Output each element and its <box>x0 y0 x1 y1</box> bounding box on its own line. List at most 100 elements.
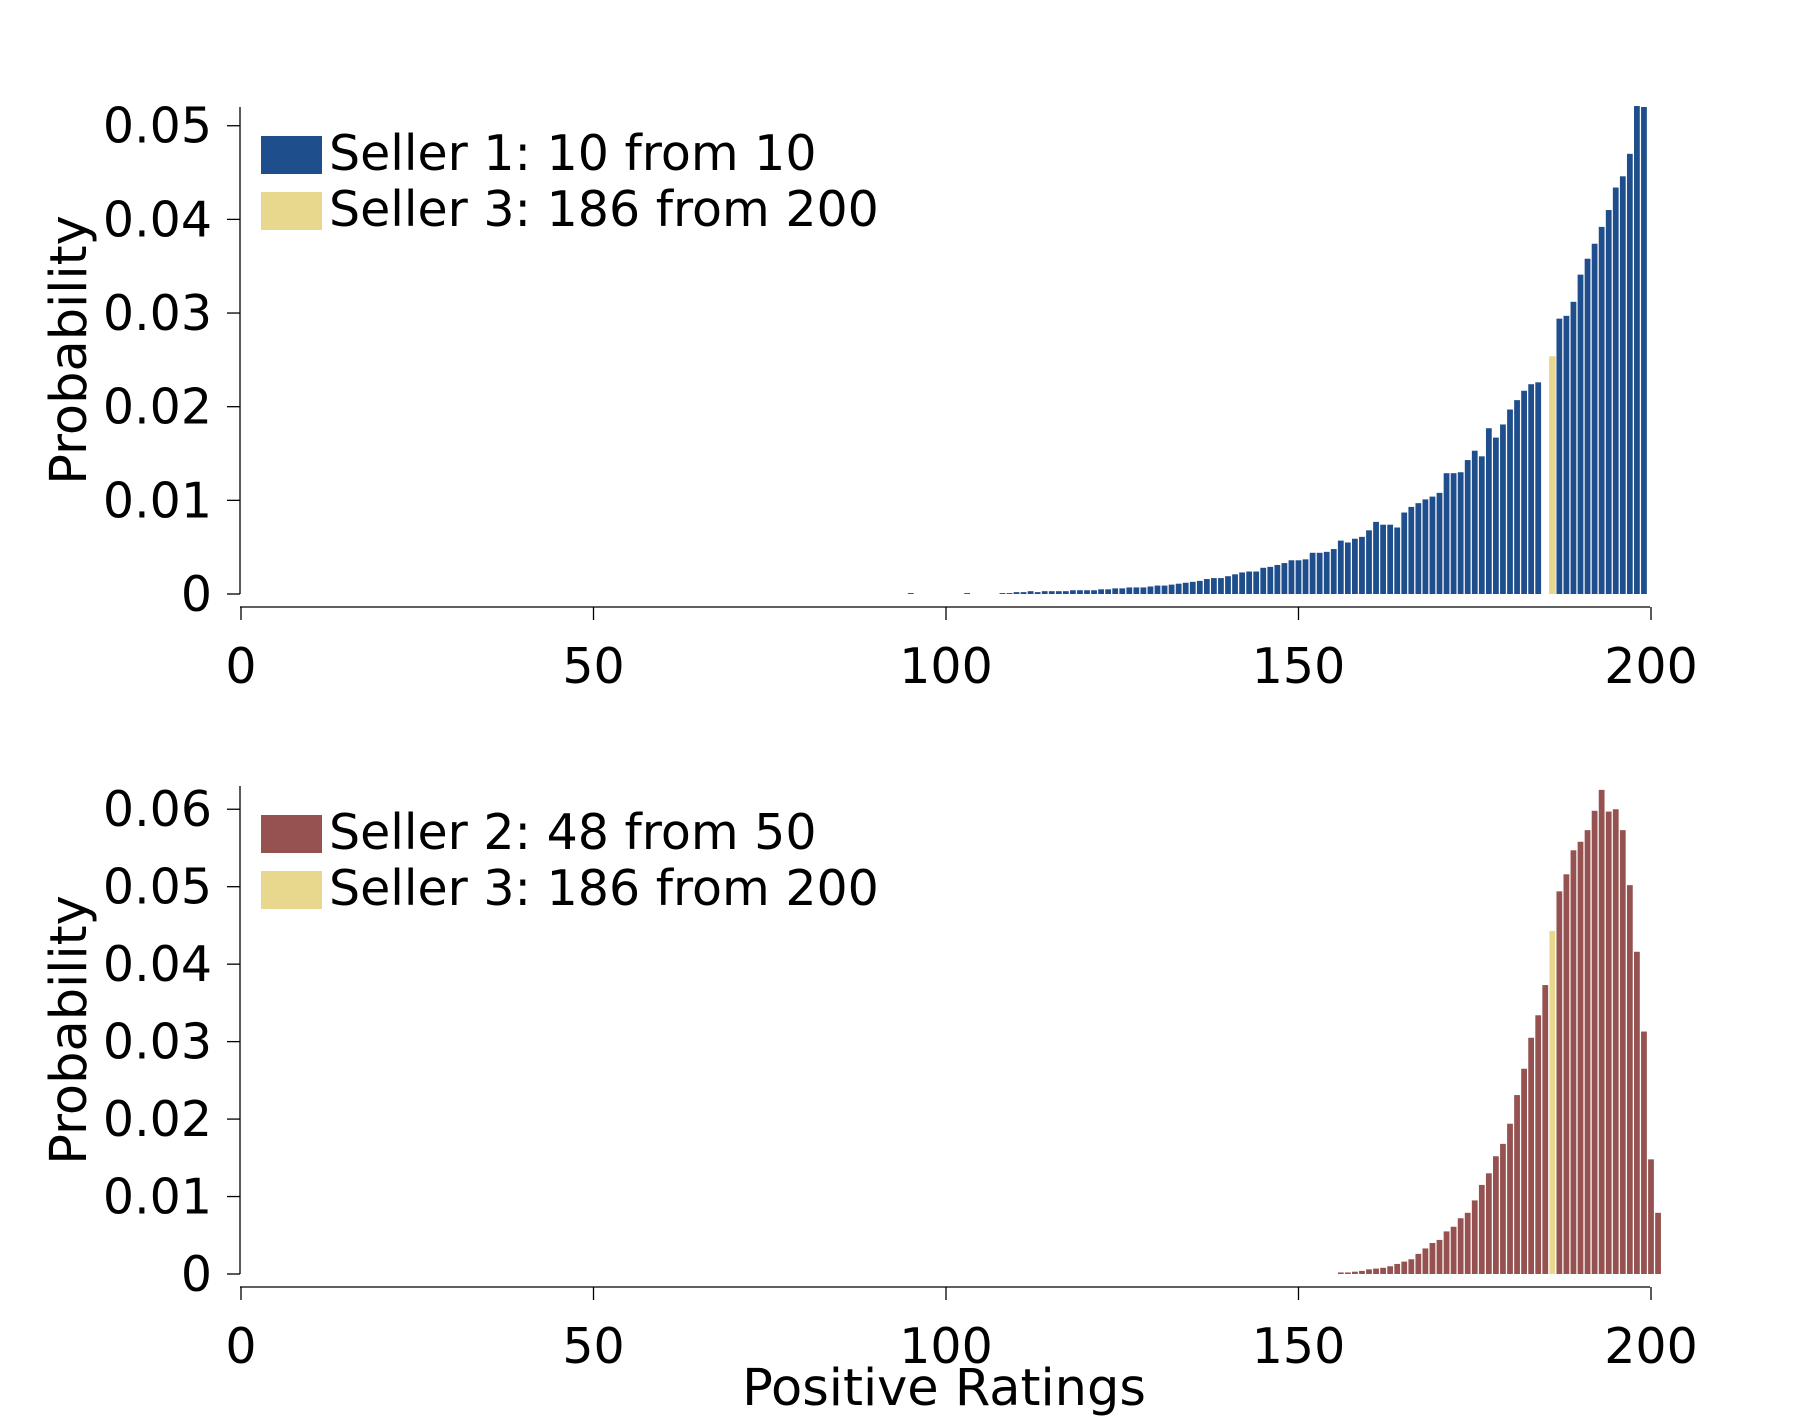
bar-bottom-s0-x189 <box>1570 850 1577 1274</box>
bar-bottom-s0-x157 <box>1344 1272 1351 1274</box>
bar-top-s0-x154 <box>1323 551 1330 594</box>
bar-bottom-s0-x172 <box>1450 1226 1457 1274</box>
bar-top-s0-x113 <box>1034 592 1041 594</box>
bar-bottom-s0-x187 <box>1556 891 1563 1274</box>
bar-bottom-s1-x186 <box>1549 930 1556 1274</box>
bar-bottom-s0-x180 <box>1507 1123 1513 1274</box>
bar-bottom-s0-x158 <box>1352 1271 1358 1274</box>
bar-top-s0-x192 <box>1591 243 1598 595</box>
bar-bottom-s0-x197 <box>1626 885 1633 1274</box>
bar-top-s0-x129 <box>1147 586 1154 594</box>
bar-bottom-s0-x198 <box>1634 951 1640 1274</box>
legend-label-seller-3-bottom: Seller 3: 186 from 200 <box>329 860 879 917</box>
legend-swatch-seller-2 <box>261 815 322 853</box>
bar-top-s0-x145 <box>1260 567 1267 594</box>
bar-bottom-s0-x175 <box>1471 1200 1478 1274</box>
bar-bottom-s0-x178 <box>1493 1156 1499 1274</box>
bar-top-s0-x120 <box>1084 590 1090 594</box>
bar-bottom-s0-x162 <box>1380 1267 1386 1274</box>
bottom-legend: Seller 2: 48 from 50 Seller 3: 186 from … <box>261 804 879 917</box>
x-axis-title: Positive Ratings <box>742 1359 1146 1418</box>
y-tick-label: 0.01 <box>103 472 212 529</box>
bar-top-s0-x191 <box>1584 258 1591 594</box>
bar-top-s0-x133 <box>1175 583 1182 594</box>
bar-bottom-s0-x169 <box>1429 1243 1436 1274</box>
bar-top-s0-x117 <box>1062 591 1069 594</box>
bar-top-s0-x170 <box>1436 492 1443 594</box>
bar-bottom-s0-x181 <box>1514 1095 1520 1274</box>
bar-top-s0-x156 <box>1337 540 1344 594</box>
bar-top-s0-x125 <box>1119 588 1126 594</box>
bar-bottom-s0-x167 <box>1415 1253 1422 1274</box>
y-tick-label: 0.03 <box>103 1014 212 1071</box>
bar-bottom-s0-x160 <box>1366 1269 1372 1274</box>
y-tick-label: 0.06 <box>103 781 212 838</box>
bar-top-s0-x115 <box>1048 591 1055 594</box>
bar-top-s0-x188 <box>1563 315 1570 594</box>
bar-top-s0-x181 <box>1514 400 1520 594</box>
bar-top-s0-x167 <box>1415 503 1422 594</box>
bar-top-s0-x138 <box>1211 578 1217 594</box>
bar-bottom-s0-x179 <box>1500 1143 1506 1274</box>
bar-top-s0-x130 <box>1154 585 1161 594</box>
bar-top-s0-x103 <box>964 593 971 594</box>
bar-bottom-s0-x188 <box>1563 874 1570 1274</box>
bottom-panel: 0 0.01 0.02 0.03 0.04 0.05 0.06 0 50 100 150 200 P… <box>40 781 1698 1418</box>
bar-top-s0-x178 <box>1493 437 1499 594</box>
bar-bottom-s0-x201 <box>1655 1212 1661 1274</box>
bar-top-s0-x123 <box>1105 589 1112 594</box>
bar-top-s0-x173 <box>1457 472 1464 594</box>
bar-top-s0-x169 <box>1429 496 1436 594</box>
bar-top-s0-x160 <box>1366 530 1372 594</box>
bar-top-s0-x149 <box>1288 560 1295 594</box>
bar-top-s0-x143 <box>1246 571 1253 594</box>
bar-top-s0-x157 <box>1344 542 1351 594</box>
bar-top-s0-x147 <box>1274 564 1281 594</box>
bar-top-s0-x152 <box>1309 552 1316 594</box>
x-tick-label: 200 <box>1604 1318 1698 1375</box>
bar-top-s0-x95 <box>907 593 914 594</box>
bar-top-s0-x182 <box>1521 390 1527 594</box>
bar-bottom-s0-x185 <box>1542 985 1549 1274</box>
y-tick-label: 0.02 <box>103 379 212 436</box>
top-y-axis-title: Probability <box>40 215 99 485</box>
bar-top-s0-x146 <box>1267 566 1274 594</box>
bar-top-s0-x195 <box>1612 187 1619 595</box>
bar-top-s0-x112 <box>1027 591 1034 594</box>
bar-top-s0-x118 <box>1070 590 1076 594</box>
x-tick-label: 150 <box>1252 638 1346 695</box>
bar-top-s0-x132 <box>1168 584 1175 594</box>
bar-top-s0-x121 <box>1091 590 1097 594</box>
top-bars <box>907 106 1647 595</box>
legend-label-seller-3-top: Seller 3: 186 from 200 <box>329 181 879 238</box>
bar-top-s0-x194 <box>1605 210 1612 594</box>
bar-top-s0-x180 <box>1507 409 1513 594</box>
bar-top-s0-x136 <box>1196 580 1203 594</box>
bar-bottom-s0-x165 <box>1401 1261 1408 1274</box>
bar-top-s0-x176 <box>1478 456 1485 594</box>
y-tick-label: 0.04 <box>103 936 212 993</box>
legend-swatch-seller-3-bottom <box>261 871 322 909</box>
bar-top-s0-x187 <box>1556 318 1563 594</box>
top-x-ticks: 0 50 100 150 200 <box>225 607 1698 695</box>
bar-bottom-s0-x173 <box>1457 1218 1464 1274</box>
bar-top-s0-x110 <box>1013 592 1020 594</box>
legend-label-seller-1: Seller 1: 10 from 10 <box>329 125 817 182</box>
legend-label-seller-2: Seller 2: 48 from 50 <box>329 804 817 861</box>
bar-bottom-s0-x183 <box>1528 1037 1535 1274</box>
y-tick-label: 0.03 <box>103 285 212 342</box>
bar-bottom-s0-x159 <box>1359 1270 1365 1274</box>
bar-bottom-s0-x195 <box>1612 809 1619 1274</box>
bar-top-s0-x168 <box>1422 499 1429 594</box>
x-tick-label: 0 <box>225 1318 256 1375</box>
bar-top-s0-x183 <box>1528 384 1535 594</box>
bar-top-s1-x186 <box>1549 356 1556 594</box>
bar-top-s0-x131 <box>1161 585 1168 594</box>
bar-top-s0-x177 <box>1485 428 1492 594</box>
bar-top-s0-x109 <box>1006 593 1013 594</box>
bar-top-s0-x134 <box>1182 582 1189 594</box>
x-tick-label: 100 <box>899 1318 993 1375</box>
bar-top-s0-x135 <box>1189 581 1196 594</box>
